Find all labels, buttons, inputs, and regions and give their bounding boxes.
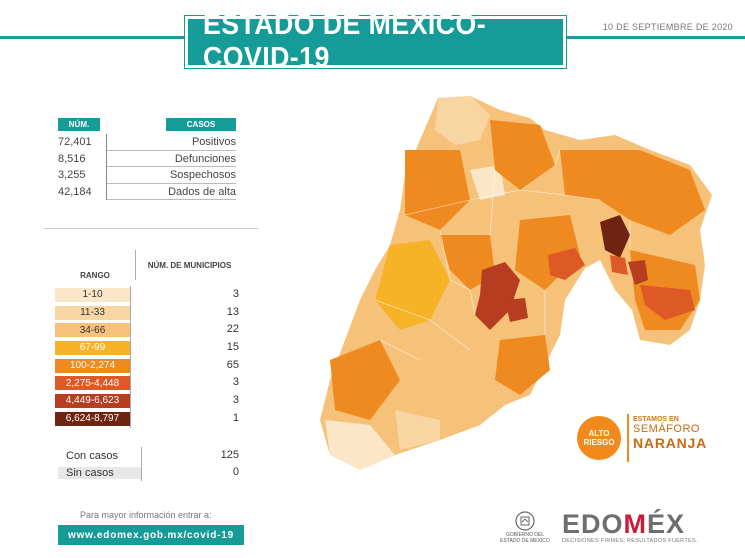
section-divider xyxy=(44,228,258,229)
badge-line1: ESTAMOS EN xyxy=(633,416,679,423)
map-region-north-center xyxy=(490,120,555,190)
con-casos-row: Con casos 125 xyxy=(58,447,243,464)
map-region-chalco xyxy=(640,285,695,320)
website-link[interactable]: www.edomex.gob.mx/covid-19 xyxy=(58,525,244,545)
legend-range: 34-66 xyxy=(55,323,130,338)
map-region-south-east xyxy=(495,335,550,395)
stats-label: Defunciones xyxy=(107,151,236,167)
legend-count: 1 xyxy=(130,409,243,428)
map-region-south-light xyxy=(395,410,440,450)
stats-col-casos: CASOS xyxy=(166,118,236,131)
edomex-post: ÉX xyxy=(647,509,686,539)
map-region-south xyxy=(420,350,490,420)
edomex-wordmark: EDOMÉX xyxy=(562,510,722,538)
legend-range: 1-10 xyxy=(55,287,130,302)
map-region-northeast xyxy=(560,150,705,235)
sin-casos-value: 0 xyxy=(141,464,243,481)
legend-count: 3 xyxy=(130,392,243,410)
map-region-ecatepec xyxy=(600,215,630,258)
risk-line2: RIESGO xyxy=(583,438,615,447)
legend-count: 22 xyxy=(130,321,243,340)
badge-separator xyxy=(627,414,629,462)
legend-range: 2,275-4,448 xyxy=(55,376,130,391)
legend-count: 65 xyxy=(130,356,243,375)
badge-line2: SEMÁFORO xyxy=(633,423,700,435)
legend-row: 1-10 3 xyxy=(55,286,243,304)
legend-row: 11-33 13 xyxy=(55,303,243,322)
legend-count: 3 xyxy=(130,374,243,393)
stats-label: Positivos xyxy=(107,134,236,151)
legend-row: 2,275-4,448 3 xyxy=(55,374,243,393)
stats-table: NÚM. CASOS 72,401 Positivos 8,516 Defunc… xyxy=(58,118,236,200)
gobierno-logo: GOBIERNO DEL ESTADO DE MÉXICO xyxy=(498,510,552,544)
stats-row: 8,516 Defunciones xyxy=(58,150,236,167)
legend-col-municipios: NÚM. DE MUNICIPIOS xyxy=(135,250,243,280)
legend-row: 6,624-8,797 1 xyxy=(55,409,243,428)
gob-line2: ESTADO DE MÉXICO xyxy=(500,538,550,544)
edomex-pre: EDO xyxy=(562,509,624,539)
stats-col-num: NÚM. xyxy=(58,118,100,131)
title-banner: ESTADO DE MÉXICO-COVID-19 xyxy=(185,9,566,74)
sin-casos-label: Sin casos xyxy=(58,466,141,479)
badge-line3: NARANJA xyxy=(633,435,708,451)
legend-row: 4,449-6,623 3 xyxy=(55,392,243,410)
map-region-toluca xyxy=(475,262,520,330)
legend-col-rango: RANGO xyxy=(80,271,110,280)
map-region-center-west xyxy=(440,235,495,290)
gob-line1: GOBIERNO DEL xyxy=(505,532,545,538)
map-region-north xyxy=(435,96,490,145)
map-region-tlalnepantla xyxy=(610,255,628,275)
stats-row: 72,401 Positivos xyxy=(58,134,236,151)
stats-label: Dados de alta xyxy=(107,184,236,200)
legend-table: RANGO NÚM. DE MUNICIPIOS 1-10 3 11-33 13 34-… xyxy=(55,250,243,428)
legend-range: 4,449-6,623 xyxy=(55,393,130,408)
map-region-nezahualcoyotl xyxy=(628,260,648,285)
legend-count: 15 xyxy=(130,339,243,357)
coat-of-arms-icon xyxy=(515,511,535,531)
stats-value: 72,401 xyxy=(58,134,107,151)
edomex-m: M xyxy=(623,509,648,539)
report-date: 10 DE SEPTIEMBRE DE 2020 xyxy=(602,22,733,32)
legend-row: 100-2,274 65 xyxy=(55,356,243,375)
edomex-tagline: DECISIONES FIRMES, RESULTADOS FUERTES. xyxy=(562,538,698,544)
stats-label: Sospechosos xyxy=(107,167,236,184)
more-info-text: Para mayor información entrar a: xyxy=(80,510,212,520)
sin-casos-row: Sin casos 0 xyxy=(58,464,243,481)
map-region-southwest xyxy=(330,340,400,420)
map-region-west xyxy=(375,240,450,330)
con-casos-value: 125 xyxy=(141,447,243,464)
legend-range: 100-2,274 xyxy=(55,358,130,373)
legend-row: 34-66 22 xyxy=(55,321,243,340)
edomex-logo: EDOMÉX DECISIONES FIRMES, RESULTADOS FUE… xyxy=(562,510,722,544)
legend-header: RANGO NÚM. DE MUNICIPIOS xyxy=(55,250,243,286)
semaforo-badge: ALTO RIESGO ESTAMOS EN SEMÁFORO NARANJA xyxy=(577,412,707,464)
map-region-northwest xyxy=(405,150,470,230)
map-region-metepec xyxy=(505,298,528,322)
map-region-naucalpan xyxy=(548,248,585,280)
map-region-far-southwest xyxy=(325,420,395,470)
risk-line1: ALTO xyxy=(588,429,610,438)
map-region-north-2 xyxy=(470,165,505,200)
legend-range: 67-99 xyxy=(55,340,130,355)
alto-riesgo-icon: ALTO RIESGO xyxy=(577,416,621,460)
stats-value: 8,516 xyxy=(58,150,107,167)
con-casos-label: Con casos xyxy=(66,449,118,462)
stats-value: 3,255 xyxy=(58,167,107,184)
legend-count: 3 xyxy=(130,286,243,304)
stats-row: 3,255 Sospechosos xyxy=(58,167,236,184)
stats-header: NÚM. CASOS xyxy=(58,118,236,131)
stats-row: 42,184 Dados de alta xyxy=(58,183,236,200)
page-title: ESTADO DE MÉXICO-COVID-19 xyxy=(203,9,487,74)
legend-range: 6,624-8,797 xyxy=(55,411,130,426)
cases-summary: Con casos 125 Sin casos 0 xyxy=(58,447,243,481)
legend-range: 11-33 xyxy=(55,305,130,320)
legend-row: 67-99 15 xyxy=(55,339,243,357)
legend-count: 13 xyxy=(130,303,243,322)
badge-text: ESTAMOS EN SEMÁFORO NARANJA xyxy=(633,416,709,451)
stats-value: 42,184 xyxy=(58,183,107,200)
